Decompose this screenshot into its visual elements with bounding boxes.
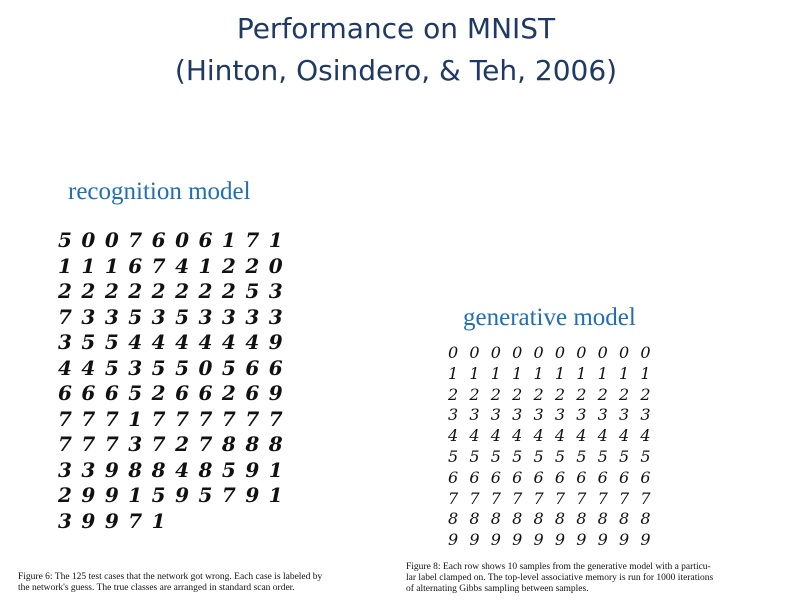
digit-row: 7771777777 xyxy=(58,406,293,431)
caption-line: Figure 8: Each row shows 10 samples from… xyxy=(406,562,711,572)
caption-line: the network's guess. The true classes ar… xyxy=(18,583,295,593)
digit-row: 0000000000 xyxy=(448,343,662,362)
digit-row: 7335353333 xyxy=(58,304,293,329)
digit-row: 7777777777 xyxy=(448,488,662,508)
digit-row: 3554444449 xyxy=(58,330,293,354)
caption-line: lar label clamped on. The top-level asso… xyxy=(406,573,714,583)
digit-row: 4453550566 xyxy=(58,355,293,380)
digit-row: 1111111111 xyxy=(448,363,662,383)
digit-row: 7773727888 xyxy=(58,432,293,456)
digit-row: 6666666666 xyxy=(448,467,662,487)
digit-row: 1116741220 xyxy=(58,253,293,278)
digit-row: 2991595791 xyxy=(58,483,293,507)
recognition-label: recognition model xyxy=(68,178,251,205)
digit-row: 3333333333 xyxy=(448,405,662,425)
caption-line: Figure 6: The 125 test cases that the ne… xyxy=(18,572,323,582)
digit-row: 5555555555 xyxy=(448,447,662,466)
digit-row: 3398848591 xyxy=(58,457,293,482)
generative-label: generative model xyxy=(463,304,636,331)
digit-row: 6665266269 xyxy=(58,381,293,405)
digit-row: 2222222222 xyxy=(448,384,662,404)
caption-line: of alternating Gibbs sampling between sa… xyxy=(406,584,589,594)
digit-row: 5007606171 xyxy=(58,228,293,252)
digit-row: 9999999999 xyxy=(448,530,662,550)
title-line: (Hinton, Osindero, & Teh, 2006) xyxy=(174,54,618,87)
digit-row: 8888888888 xyxy=(448,509,662,529)
digit-row: 4444444444 xyxy=(448,426,662,446)
digit-row: 39971 xyxy=(58,508,176,533)
title-line: Performance on MNIST xyxy=(236,12,556,45)
digit-row: 2222222253 xyxy=(58,279,293,303)
